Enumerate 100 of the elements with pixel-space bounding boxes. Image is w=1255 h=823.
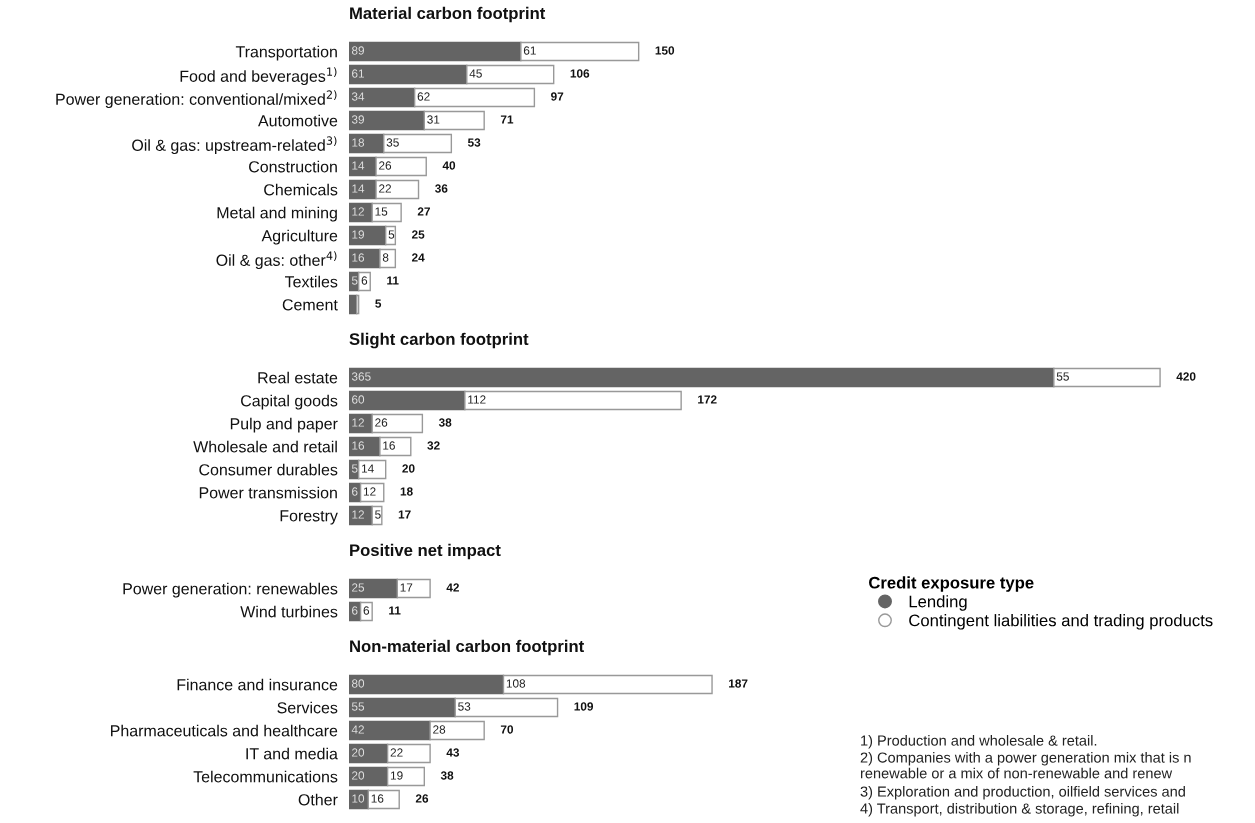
- y-tick-label: Pharmaceuticals and healthcare: [111, 724, 338, 737]
- text: 1) Production and wholesale & retail.: [861, 735, 1097, 749]
- data-label: 8: [382, 253, 389, 262]
- data-label: 5: [375, 510, 381, 519]
- data-label: 89: [351, 46, 364, 55]
- data-label: 365: [351, 372, 371, 381]
- total-label: 71: [500, 115, 514, 124]
- bar: [349, 225, 387, 246]
- text: 4) Transport, distribution & storage, refining, retail: [860, 803, 1179, 817]
- total-label: 18: [400, 487, 413, 496]
- bar: [349, 390, 466, 411]
- total-label: 53: [467, 138, 481, 147]
- text: 3) Exploration and production, oilfield services and: [860, 786, 1185, 800]
- total-label: 24: [411, 253, 425, 262]
- data-label: 61: [352, 69, 364, 78]
- bar: [349, 743, 389, 764]
- data-label: 34: [351, 92, 365, 101]
- y-tick-label: Finance and insurance: [177, 678, 338, 691]
- total-label: 26: [415, 794, 429, 803]
- bar: [386, 766, 426, 787]
- bar: [383, 133, 453, 154]
- total-label: 187: [729, 679, 748, 688]
- total-label: 20: [402, 464, 415, 473]
- bar: [454, 697, 559, 718]
- total-label: 97: [551, 92, 564, 101]
- data-label: 55: [351, 702, 365, 711]
- bar: [357, 459, 387, 480]
- total-label: 25: [411, 230, 425, 239]
- y-tick-label: Automotive: [258, 114, 338, 127]
- total-label: 109: [574, 702, 594, 711]
- chart-title: Material carbon footprint: [350, 6, 546, 23]
- y-tick-label: Construction: [249, 160, 337, 173]
- data-label: 6: [363, 606, 370, 615]
- y-tick-label: Forestry: [280, 510, 338, 525]
- legend-label: Contingent liabilities and trading products: [909, 614, 1213, 630]
- bar: [413, 87, 536, 108]
- bar: [349, 64, 468, 85]
- bar: [429, 720, 485, 741]
- y-tick-label: Oil & gas: other$^{4)}$: [216, 251, 337, 270]
- data-label: 6: [352, 487, 358, 496]
- total-label: 36: [435, 184, 448, 193]
- legend-label: Lending: [909, 595, 967, 611]
- total-label: 420: [1176, 372, 1196, 381]
- y-tick-label: Transportation: [235, 45, 337, 61]
- y-tick-label: Oil & gas: upstream-related$^{3)}$: [132, 136, 337, 155]
- bar: [349, 697, 456, 718]
- data-label: 80: [351, 679, 365, 688]
- y-tick-label: Food and beverages$^{1)}$: [180, 67, 337, 86]
- y-tick-label: Metal and mining: [217, 206, 337, 222]
- data-label: 28: [433, 725, 446, 734]
- data-label: 45: [469, 69, 482, 78]
- bar: [423, 110, 485, 131]
- y-tick-label: Capital goods: [241, 394, 338, 410]
- bar: [349, 766, 389, 787]
- bar: [349, 578, 398, 599]
- bar: [359, 601, 373, 622]
- total-label: 172: [698, 395, 717, 404]
- bar: [396, 578, 431, 599]
- data-label: 26: [379, 161, 392, 170]
- bar: [371, 413, 424, 434]
- data-label: 18: [352, 138, 365, 147]
- data-label: 12: [352, 207, 364, 216]
- total-label: 106: [570, 69, 590, 78]
- text: 2) Companies with a power generation mix that is n renewable or a mix of non-renewable and renew: [860, 752, 1191, 779]
- data-label: 55: [1056, 372, 1069, 381]
- bar: [357, 271, 371, 292]
- bar: [349, 110, 426, 131]
- data-label: 17: [400, 583, 413, 592]
- bar: [466, 64, 555, 85]
- data-label: 20: [352, 748, 365, 757]
- bar: [349, 87, 416, 108]
- total-label: 11: [389, 606, 401, 615]
- data-label: 60: [352, 395, 365, 404]
- total-label: 70: [500, 725, 514, 734]
- data-label: 6: [361, 276, 368, 285]
- total-label: 42: [446, 583, 459, 592]
- data-label: 25: [352, 583, 365, 592]
- bar: [349, 367, 1055, 388]
- data-label: 16: [383, 441, 395, 450]
- data-label: 12: [363, 487, 376, 496]
- y-tick-label: Wholesale and retail: [193, 440, 337, 453]
- data-label: 53: [458, 702, 471, 711]
- total-label: 38: [440, 771, 454, 780]
- bar: [386, 743, 431, 764]
- bar: [349, 41, 522, 62]
- bar: [379, 436, 412, 457]
- y-tick-label: Pulp and paper: [230, 417, 338, 433]
- data-label: 39: [351, 115, 364, 124]
- bar: [379, 248, 397, 269]
- total-label: 150: [655, 46, 675, 55]
- data-label: 12: [352, 418, 364, 427]
- y-tick-label: Power generation: conventional/mixed$^{2)}$: [56, 90, 337, 109]
- total-label: 5: [375, 299, 382, 308]
- bar: [349, 674, 505, 695]
- y-tick-label: Cement: [282, 299, 338, 311]
- y-tick-label: Agriculture: [261, 229, 338, 245]
- chart-title: Non-material carbon footprint: [350, 639, 584, 656]
- data-label: 14: [352, 184, 365, 193]
- bar: [375, 179, 420, 200]
- data-label: 16: [352, 441, 365, 450]
